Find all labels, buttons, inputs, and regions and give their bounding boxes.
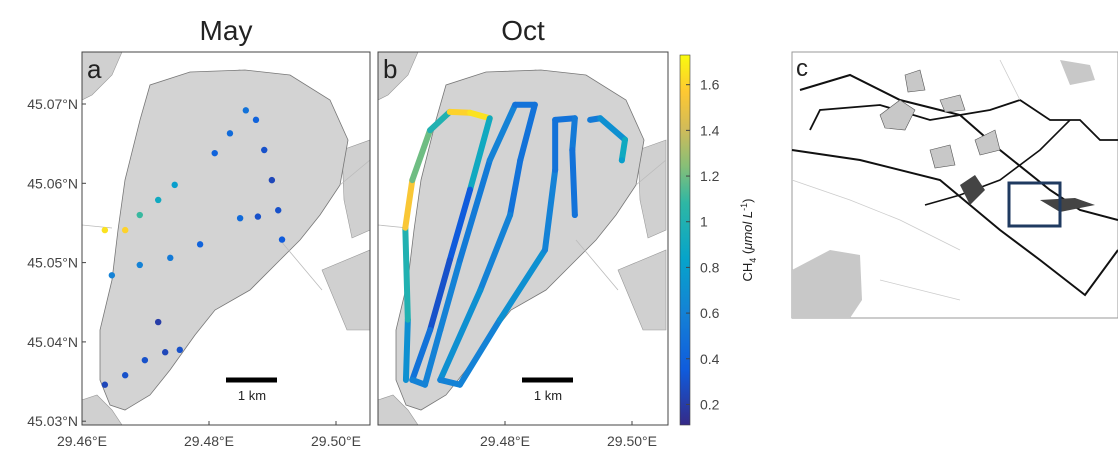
sample-point <box>101 226 109 234</box>
track-segment <box>437 376 463 388</box>
track-segment <box>507 157 524 219</box>
colorbar <box>679 54 691 426</box>
y-tick-label: 45.05°N <box>27 255 78 271</box>
y-tick-label: 45.06°N <box>27 175 78 191</box>
track-segment <box>456 316 503 388</box>
sample-point <box>268 176 276 184</box>
track-segment <box>456 157 493 264</box>
x-tick-label: 29.46°E <box>57 433 107 449</box>
x-tick-label: 29.48°E <box>184 433 234 449</box>
x-tick-label: 29.50°E <box>311 433 361 449</box>
sample-point <box>101 381 109 388</box>
sample-point <box>254 213 262 220</box>
track-segment <box>569 115 578 153</box>
sample-point <box>155 196 162 204</box>
colorbar-tick-label: 1.4 <box>700 122 720 138</box>
colorbar-tick-label: 0.4 <box>700 351 720 367</box>
track-group <box>101 107 286 388</box>
colorbar-label: CH4 (μmol L-1) <box>739 198 758 281</box>
inset-map <box>791 51 1118 319</box>
sample-point <box>226 130 234 137</box>
colorbar-tick-label: 0.6 <box>700 305 720 321</box>
track-segment <box>542 166 559 253</box>
track-segment <box>421 327 444 388</box>
track-segment <box>477 212 514 294</box>
sample-point <box>136 261 143 269</box>
sample-point <box>121 226 129 234</box>
sample-point <box>211 149 218 157</box>
y-tick-label: 45.07°N <box>27 96 78 112</box>
sample-point <box>167 254 174 262</box>
panel-title: May <box>200 15 253 46</box>
scale-bar-label: 1 km <box>534 388 562 403</box>
x-tick-label: 29.50°E <box>607 433 657 449</box>
sample-point <box>252 116 260 124</box>
tracks <box>101 101 629 388</box>
panel-title: Oct <box>501 15 545 46</box>
track-segment <box>496 246 549 323</box>
sample-point <box>236 214 244 222</box>
track-segment <box>552 115 578 123</box>
y-tick-label: 45.04°N <box>27 334 78 350</box>
track-end <box>571 212 578 219</box>
track-segment <box>517 101 538 164</box>
track-segment <box>467 109 493 122</box>
panel-label: b <box>383 54 397 84</box>
frame-b <box>377 51 669 426</box>
track-segment <box>597 115 629 143</box>
sample-point <box>278 236 286 243</box>
colorbar-tick-label: 1 <box>700 214 708 230</box>
track-segment <box>618 136 629 164</box>
track-segment <box>446 186 474 264</box>
sample-point <box>141 356 149 364</box>
track-segment <box>402 316 411 383</box>
sample-point <box>171 181 178 189</box>
sample-point <box>275 207 282 214</box>
sample-point <box>261 146 268 154</box>
track-group <box>402 101 629 388</box>
track-segment <box>409 327 434 383</box>
y-tick-label: 45.03°N <box>27 413 78 429</box>
sample-point <box>161 349 169 356</box>
sample-point <box>242 107 250 114</box>
track-segment <box>437 257 463 334</box>
track-segment <box>446 108 474 116</box>
frame-a <box>81 51 371 426</box>
map-b <box>378 52 667 425</box>
colorbar-tick-label: 0.2 <box>700 396 720 412</box>
track-segment <box>402 177 416 231</box>
panel-label: a <box>87 54 102 84</box>
x-tick-label: 29.48°E <box>480 433 530 449</box>
track-segment <box>486 101 519 164</box>
track-segment <box>402 224 411 323</box>
track-segment <box>437 287 484 383</box>
colorbar-tick-label: 1.2 <box>700 168 720 184</box>
track-segment <box>569 146 578 219</box>
sample-point <box>121 372 129 379</box>
track-segment <box>427 108 453 134</box>
track-segment <box>467 115 493 193</box>
sample-point <box>176 346 183 354</box>
colorbar-tick-label: 0.8 <box>700 259 720 275</box>
track-segment <box>427 257 453 334</box>
colorbar-tick-label: 1.6 <box>700 77 720 93</box>
panel-label: c <box>796 55 808 82</box>
track-end <box>618 157 625 164</box>
scale-bar-label: 1 km <box>238 388 266 403</box>
sample-point <box>136 211 143 219</box>
sample-point <box>196 241 204 248</box>
track-segment <box>409 127 434 184</box>
sample-point <box>155 318 162 326</box>
sample-point <box>108 272 116 279</box>
